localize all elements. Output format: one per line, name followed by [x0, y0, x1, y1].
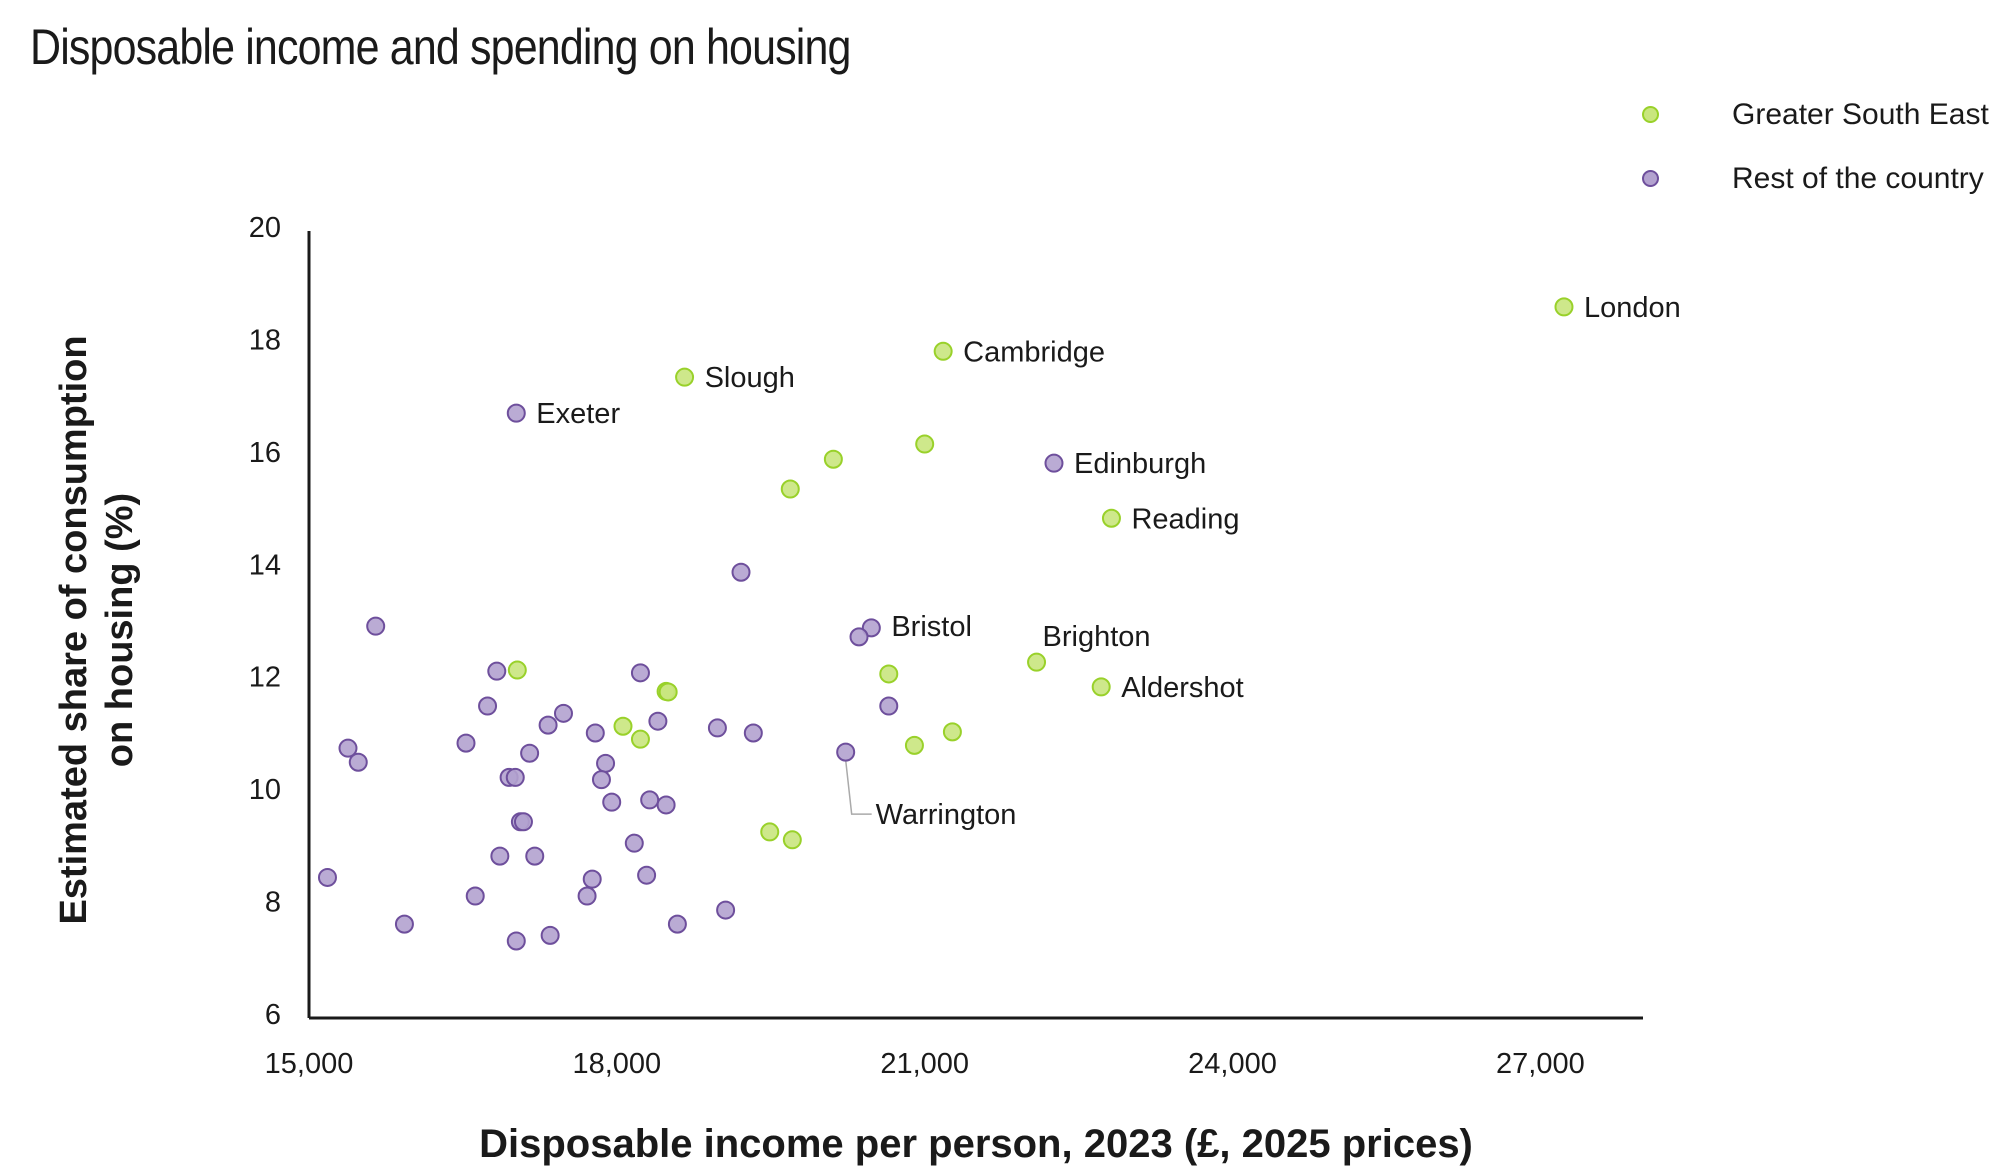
point-rest-of-country [394, 914, 414, 934]
y-tick-label: 10 [249, 774, 281, 806]
point-label-brighton: Brighton [1043, 621, 1151, 653]
point-rest-of-country [465, 886, 485, 906]
point-greater-south-east [507, 660, 527, 680]
x-axis-title: Disposable income per person, 2023 (£, 2… [479, 1122, 1473, 1166]
point-greater-south-east [1101, 508, 1121, 528]
point-label-reading: Reading [1131, 503, 1239, 535]
point-rest-of-country [743, 723, 763, 743]
label-leader-line [844, 760, 872, 815]
point-rest-of-country [513, 812, 533, 832]
point-rest-of-country [637, 865, 657, 885]
point-greater-south-east [942, 722, 962, 742]
y-tick-label: 20 [249, 212, 281, 244]
point-greater-south-east [780, 479, 800, 499]
point-rest-of-country [505, 767, 525, 787]
point-greater-south-east [915, 434, 935, 454]
x-tick-label: 18,000 [572, 1048, 661, 1080]
point-greater-south-east [613, 716, 633, 736]
y-tick-label: 18 [249, 324, 281, 356]
point-label-warrington: Warrington [876, 799, 1017, 831]
point-rest-of-country [338, 738, 358, 758]
x-tick-label: 15,000 [265, 1048, 354, 1080]
point-rest-of-country [602, 792, 622, 812]
legend-marker-rest-of-country [1642, 170, 1659, 187]
point-rest-of-country [707, 718, 727, 738]
point-label-slough: Slough [705, 362, 795, 394]
point-rest-of-country [506, 931, 526, 951]
point-greater-south-east [630, 729, 650, 749]
point-label-london: London [1584, 292, 1681, 324]
legend-marker-greater-south-east [1642, 106, 1659, 123]
point-rest-of-country [1044, 453, 1064, 473]
point-rest-of-country [525, 846, 545, 866]
y-tick-label: 12 [249, 662, 281, 694]
point-greater-south-east [933, 341, 953, 361]
point-label-aldershot: Aldershot [1121, 672, 1244, 704]
point-rest-of-country [487, 661, 507, 681]
point-rest-of-country [538, 715, 558, 735]
y-tick-label: 16 [249, 437, 281, 469]
point-rest-of-country [640, 790, 660, 810]
x-tick-label: 21,000 [880, 1048, 969, 1080]
point-rest-of-country [540, 925, 560, 945]
legend-label: Greater South East [1732, 98, 1989, 131]
point-label-bristol: Bristol [891, 611, 972, 643]
point-rest-of-country [624, 833, 644, 853]
point-greater-south-east [658, 682, 678, 702]
point-rest-of-country [553, 703, 573, 723]
point-rest-of-country [366, 616, 386, 636]
point-rest-of-country [348, 752, 368, 772]
point-label-cambridge: Cambridge [963, 336, 1105, 368]
point-rest-of-country [879, 696, 899, 716]
point-greater-south-east [1091, 677, 1111, 697]
point-greater-south-east [782, 830, 802, 850]
point-greater-south-east [1554, 297, 1574, 317]
point-label-exeter: Exeter [536, 398, 620, 430]
point-rest-of-country [656, 795, 676, 815]
point-rest-of-country [478, 696, 498, 716]
point-rest-of-country [582, 869, 602, 889]
legend-label: Rest of the country [1732, 162, 1984, 195]
point-rest-of-country [506, 403, 526, 423]
x-tick-label: 24,000 [1188, 1048, 1277, 1080]
point-rest-of-country [577, 886, 597, 906]
point-rest-of-country [648, 711, 668, 731]
point-greater-south-east [1027, 652, 1047, 672]
chart-title: Disposable income and spending on housin… [30, 19, 851, 75]
point-rest-of-country [849, 627, 869, 647]
point-rest-of-country [731, 562, 751, 582]
point-rest-of-country [716, 900, 736, 920]
point-rest-of-country [490, 846, 510, 866]
point-rest-of-country [667, 914, 687, 934]
y-tick-label: 8 [265, 887, 281, 919]
point-greater-south-east [879, 664, 899, 684]
y-tick-label: 6 [265, 999, 281, 1031]
point-label-edinburgh: Edinburgh [1074, 448, 1206, 480]
point-rest-of-country [591, 770, 611, 790]
point-greater-south-east [760, 822, 780, 842]
y-tick-label: 14 [249, 549, 281, 581]
point-rest-of-country [317, 867, 337, 887]
point-greater-south-east [904, 735, 924, 755]
point-rest-of-country [520, 743, 540, 763]
point-greater-south-east [675, 367, 695, 387]
point-rest-of-country [456, 733, 476, 753]
point-rest-of-country [596, 753, 616, 773]
x-tick-label: 27,000 [1496, 1048, 1585, 1080]
point-rest-of-country [585, 723, 605, 743]
point-rest-of-country [630, 663, 650, 683]
point-rest-of-country [836, 742, 856, 762]
point-greater-south-east [823, 449, 843, 469]
